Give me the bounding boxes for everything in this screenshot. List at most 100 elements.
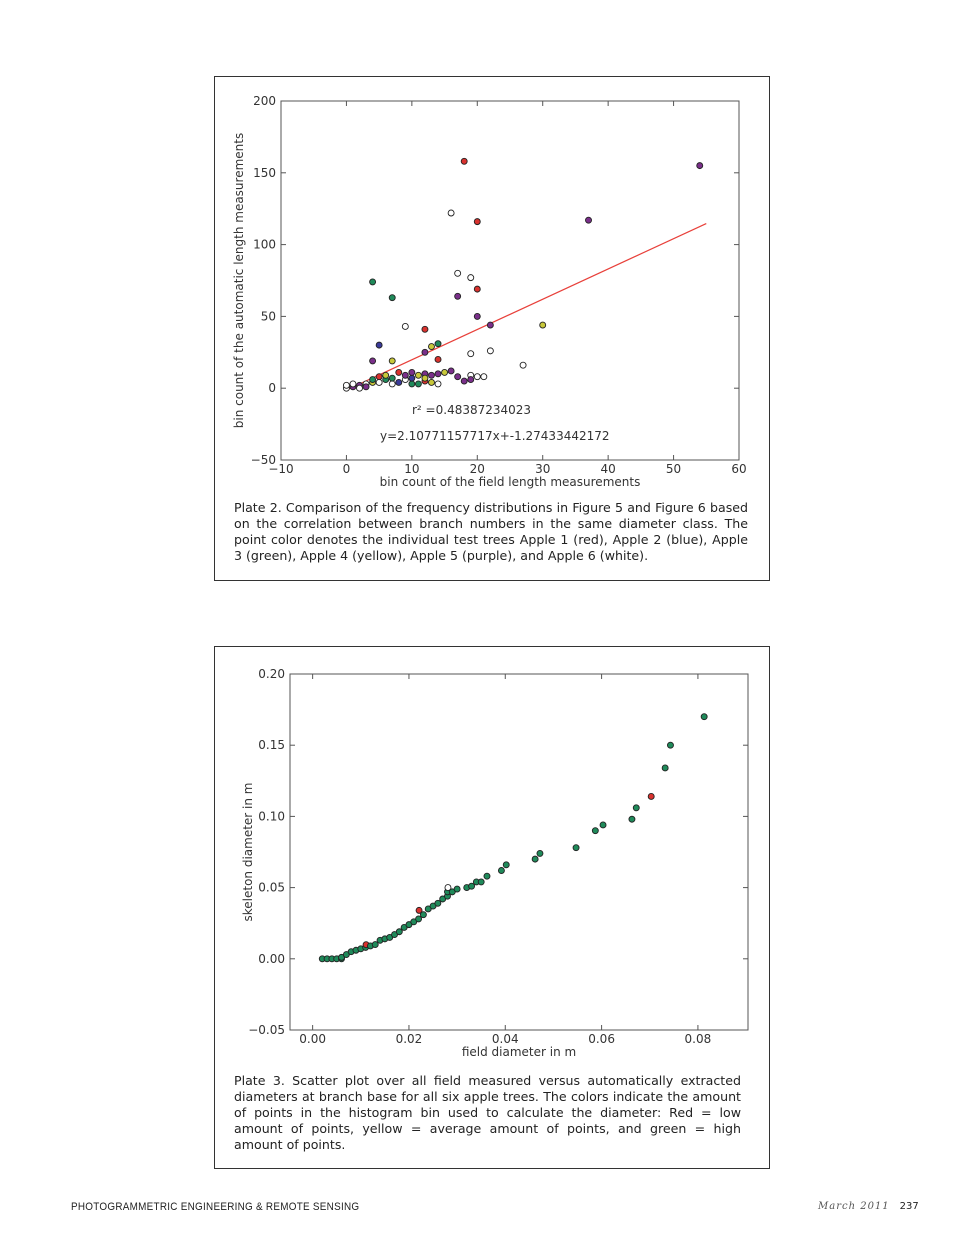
y-axis-label: bin count of the automatic length measur…: [232, 133, 246, 428]
x-tick-label: 0.06: [588, 1032, 615, 1046]
x-tick-label: 40: [601, 462, 616, 476]
data-point-purple: [369, 357, 377, 365]
data-point-green: [371, 941, 379, 949]
data-point-yellow: [414, 371, 422, 379]
regression-equation-annotation: y=2.10771157717x+-1.27433442172: [380, 429, 610, 443]
data-point-purple: [585, 216, 592, 224]
data-point-green: [434, 340, 442, 348]
data-point-yellow: [421, 374, 429, 382]
y-tick-label: 0.05: [258, 881, 285, 895]
x-tick-label: 30: [535, 462, 550, 476]
data-point-purple: [454, 373, 462, 381]
r-squared-annotation: r² =0.48387234023: [412, 403, 531, 417]
data-point-green: [434, 899, 442, 907]
data-point-purple: [486, 321, 494, 329]
data-point-green: [667, 741, 674, 749]
data-point-yellow: [428, 379, 435, 386]
data-point-blue: [375, 341, 383, 349]
data-point-red: [415, 906, 423, 914]
data-point-white: [467, 274, 475, 282]
data-point-purple: [460, 377, 468, 385]
data-point-red: [375, 373, 383, 381]
data-point-white: [467, 350, 475, 358]
y-tick-label: 150: [253, 166, 276, 180]
data-point-red: [473, 285, 481, 293]
y-tick-label: 0.00: [258, 952, 285, 966]
data-point-red: [395, 368, 403, 376]
x-tick-label: 0: [343, 462, 351, 476]
x-axis-label: field diameter in m: [462, 1045, 576, 1059]
data-point-white: [519, 361, 527, 369]
data-point-red: [421, 325, 429, 333]
data-point-yellow: [388, 357, 396, 365]
data-point-red: [434, 356, 442, 363]
data-point-purple: [473, 312, 481, 320]
data-point-white: [342, 381, 350, 389]
x-axis-label: bin count of the field length measuremen…: [380, 475, 641, 489]
data-point-blue: [408, 374, 416, 382]
data-point-white: [375, 379, 383, 386]
data-point-green: [531, 855, 539, 863]
data-point-green: [415, 915, 423, 923]
plot-area: [289, 673, 749, 1031]
x-tick-label: 0.04: [492, 1032, 519, 1046]
page-footer-right: March 2011 237: [818, 1201, 919, 1212]
data-point-green: [477, 878, 485, 886]
plate-3-frame: [214, 646, 770, 1169]
data-point-green: [453, 885, 461, 893]
data-point-purple: [428, 371, 435, 379]
data-point-purple: [454, 292, 462, 300]
data-point-green: [661, 764, 669, 772]
data-point-white: [444, 884, 452, 892]
data-point-green: [628, 815, 636, 823]
data-point-yellow: [441, 368, 449, 376]
x-tick-label: 10: [404, 462, 419, 476]
data-point-green: [395, 928, 403, 936]
y-tick-label: 100: [253, 238, 276, 252]
data-point-white: [434, 380, 442, 388]
data-point-green: [369, 278, 377, 286]
data-point-green: [388, 374, 396, 382]
data-point-green: [369, 376, 377, 384]
y-tick-label: 200: [253, 94, 276, 108]
data-point-white: [356, 384, 363, 392]
data-point-purple: [696, 162, 704, 170]
data-point-green: [591, 827, 599, 835]
data-point-purple: [401, 371, 409, 379]
plate-2-caption: Plate 2. Comparison of the frequency dis…: [234, 500, 748, 563]
y-tick-label: 0.10: [258, 809, 285, 823]
data-point-blue: [395, 379, 403, 386]
x-tick-label: 0.00: [299, 1032, 326, 1046]
x-tick-label: 0.02: [396, 1032, 423, 1046]
data-point-purple: [467, 376, 475, 384]
y-tick-label: 0.20: [258, 667, 285, 681]
data-point-green: [572, 844, 580, 852]
data-point-white: [447, 209, 455, 217]
data-point-red: [647, 793, 655, 800]
data-point-green: [414, 380, 422, 388]
data-point-green: [632, 804, 640, 812]
data-point-purple: [447, 367, 455, 375]
regression-line: [346, 223, 707, 391]
data-point-purple: [434, 370, 442, 378]
data-point-green: [599, 821, 607, 829]
data-point-green: [700, 713, 708, 721]
data-point-green: [536, 849, 544, 857]
data-point-yellow: [428, 343, 435, 351]
data-point-purple: [408, 368, 416, 376]
data-point-white: [401, 323, 409, 330]
data-point-green: [408, 380, 416, 388]
data-point-red: [460, 157, 468, 165]
plate-3-caption: Plate 3. Scatter plot over all field mea…: [234, 1073, 741, 1152]
issue-date: March 2011: [818, 1201, 890, 1212]
data-point-green: [497, 867, 505, 874]
data-point-red: [473, 218, 481, 226]
plot-area: [280, 100, 740, 461]
plate-2-frame: [214, 76, 770, 581]
data-point-white: [480, 373, 488, 381]
data-point-green: [388, 294, 396, 302]
data-point-yellow: [539, 321, 547, 329]
y-tick-label: −50: [251, 453, 276, 467]
